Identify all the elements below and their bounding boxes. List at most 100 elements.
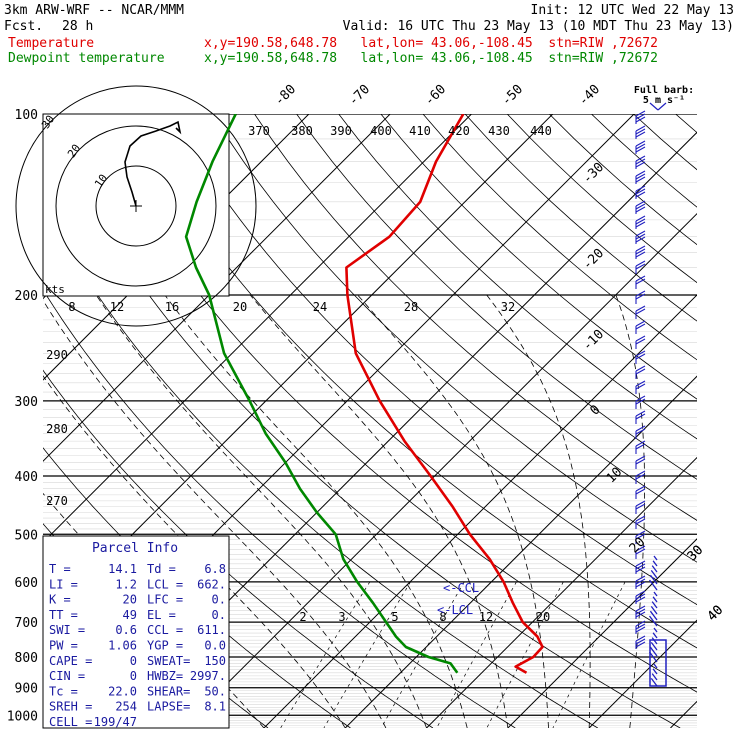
isotherm [182,212,697,728]
isotherm-label: -70 [346,82,373,109]
pressure-label: 400 [15,470,38,485]
wind-barb [635,560,646,567]
pressure-label: 900 [15,682,38,697]
wind-barb [635,443,646,450]
wind-barb [635,251,646,258]
wind-barb [635,473,646,480]
isotherm-label: -50 [499,82,526,109]
wind-barb [635,383,646,390]
wind-barb [635,593,646,600]
parcel-field-name: CAPE = [49,654,92,668]
isotherm [344,375,697,728]
parcel-field-value: 0.6 [115,623,137,637]
parcel-info-box [42,535,230,729]
wind-barb [635,293,646,300]
hodograph-ring-label: 10 [92,172,110,190]
parcel-field-value: 22.0 [108,684,137,698]
pressure-label: 100 [15,108,38,123]
moist-adiabat [486,294,591,728]
speed-axis-label: 32 [501,300,515,314]
dewpoint-curve [184,114,459,674]
isotherm [507,538,697,728]
ccl-marker: <-CCL [443,581,479,595]
wind-barb [635,440,646,447]
wind-barb [635,353,646,360]
wind-barb [635,308,646,315]
forecast-hour: 28 h [62,19,94,34]
dry-adiabat [338,114,697,440]
mixing-ratio-label: 3 [338,610,345,624]
parcel-field-name: LI = [49,577,78,591]
wind-barb [649,639,667,687]
wind-barb [635,185,646,192]
wind-barb [635,455,646,462]
wind-barb [635,170,646,177]
theta-label: 410 [409,124,431,138]
mixing-ratio-line [436,581,517,728]
wind-barb [635,530,646,537]
wind-barb [635,305,646,312]
parcel-field-name: SHEAR= [147,684,190,698]
parcel-field-value: 14.1 [108,562,137,576]
wind-barb [635,146,646,153]
parcel-field-name: Tc = [49,684,78,698]
wind-barb [635,428,646,435]
wind-barb [635,218,646,225]
wind-barb [635,113,646,120]
parcel-field-value: 0 [130,669,137,683]
parcel-field-name: LCL = [147,577,183,591]
speed-axis-label: 16 [165,300,179,314]
parcel-field-value: 49 [123,608,137,622]
wind-barb [635,131,646,138]
wind-barb [635,626,646,633]
wind-barb [635,581,646,588]
hodograph-ring [95,165,177,247]
parcel-field-name: TT = [49,608,78,622]
moist-adiabat [43,492,265,728]
wind-barb [635,611,646,618]
temperature-curve [345,114,544,674]
init-time: Init: 12 UTC Wed 22 May 13 [530,3,735,18]
wind-barb [635,563,646,570]
isotherm [588,619,697,728]
parcel-field-name: PW = [49,639,78,653]
parcel-field-value: 0. [212,608,226,622]
dry-adiabat [380,114,697,400]
wind-barb [635,155,646,162]
wind-barb [651,637,658,645]
wind-barb [649,646,658,657]
wind-barb [635,608,646,615]
wind-barb [635,380,646,387]
hodograph-ring-label: 30 [39,113,57,131]
wind-barb [635,395,646,402]
wind-barb [635,140,646,147]
speed-axis-label: 8 [68,300,75,314]
wind-barb [653,663,658,669]
isotherm-label: -40 [576,82,603,109]
barb-caption-title: Full barb: [634,85,694,96]
wind-barb [650,642,658,651]
temperature-legend: Temperature [8,36,95,51]
wind-barb [635,161,646,168]
parcel-field-value: 6.8 [204,562,226,576]
wind-barb [635,233,646,240]
wind-barb [635,515,646,522]
parcel-field-value: 662. [197,577,226,591]
wind-barb [635,641,646,648]
moist-adiabat [615,294,645,728]
wind-barb [650,570,658,579]
wind-barb [635,350,646,357]
wind-barb [652,632,658,639]
wind-barb [635,320,646,327]
theta-label: 400 [370,124,392,138]
wind-barb [635,338,646,345]
wind-barb [635,128,646,135]
wind-barb [635,503,646,510]
hodograph-trace [124,120,182,207]
wind-barb [652,560,658,567]
mixing-ratio-line [323,581,411,728]
wind-barb [635,410,646,417]
pressure-label: 800 [15,651,38,666]
wind-barb [635,173,646,180]
